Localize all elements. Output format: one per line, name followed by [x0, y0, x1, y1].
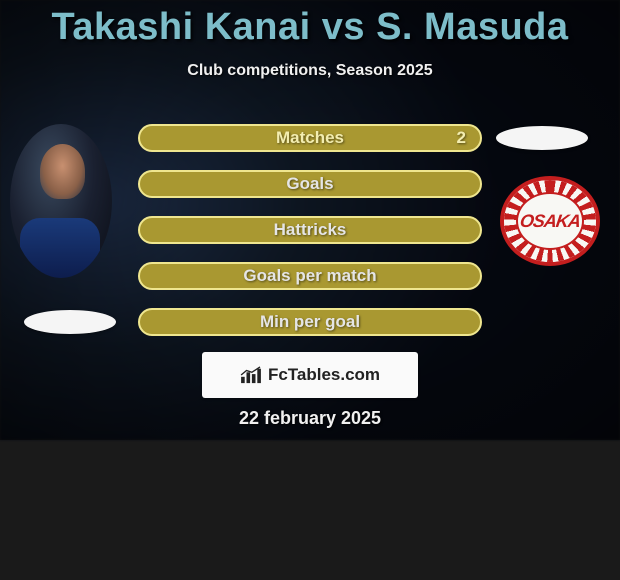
- stat-pill-min-per-goal: Min per goal: [138, 308, 482, 336]
- stat-label: Goals per match: [140, 266, 480, 286]
- stat-pill-goals-per-match: Goals per match: [138, 262, 482, 290]
- stat-value-right: 2: [457, 128, 466, 148]
- club-left-placeholder-oval: [24, 310, 116, 334]
- stat-pill-matches: Matches2: [138, 124, 482, 152]
- watermark: FcTables.com: [202, 352, 418, 398]
- watermark-text: FcTables.com: [268, 365, 380, 385]
- stat-label: Matches: [140, 128, 480, 148]
- club-right-badge: OSAKA: [500, 176, 600, 266]
- comparison-date: 22 february 2025: [0, 408, 620, 429]
- badge-inner: OSAKA: [516, 192, 584, 250]
- badge-text: OSAKA: [519, 211, 582, 232]
- stat-label: Hattricks: [140, 220, 480, 240]
- stat-label: Min per goal: [140, 312, 480, 332]
- player-left-jersey: [20, 218, 100, 278]
- stat-pill-goals: Goals: [138, 170, 482, 198]
- stat-label: Goals: [140, 174, 480, 194]
- comparison-subtitle: Club competitions, Season 2025: [0, 62, 620, 80]
- comparison-title: Takashi Kanai vs S. Masuda: [0, 6, 620, 49]
- player-left-portrait: [10, 124, 112, 278]
- stat-pill-hattricks: Hattricks: [138, 216, 482, 244]
- bar-chart-icon: [240, 366, 262, 384]
- club-right-placeholder-oval: [496, 126, 588, 150]
